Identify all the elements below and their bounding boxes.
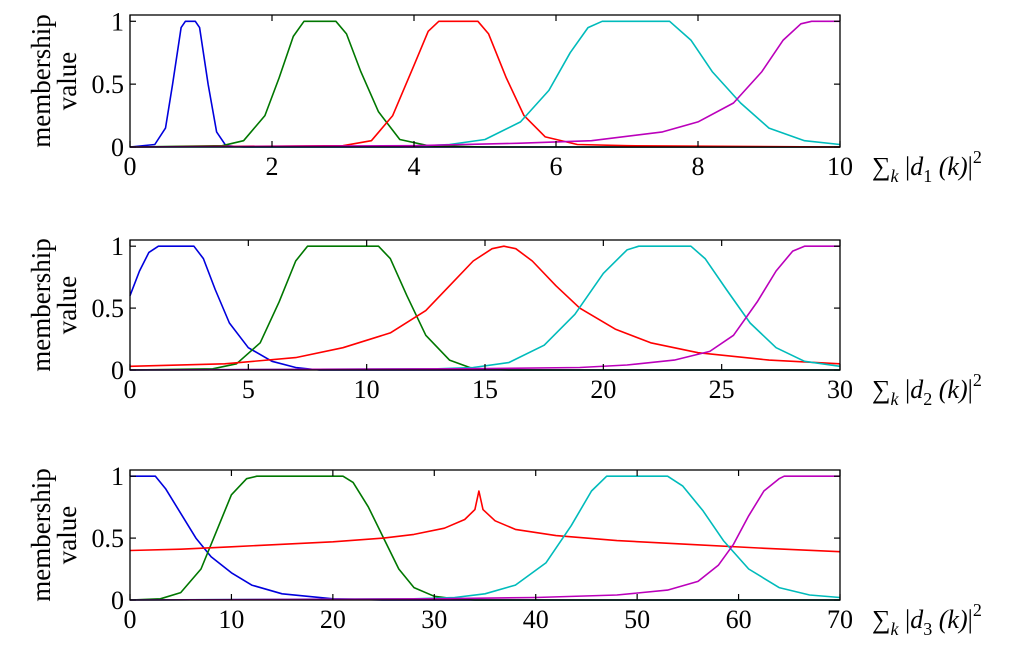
x-tick-label: 6 xyxy=(550,152,563,181)
series-line-5 xyxy=(129,245,840,371)
x-tick-label: 30 xyxy=(421,605,447,634)
x-axis-label-d: d xyxy=(910,605,924,634)
series-line-4 xyxy=(129,245,841,371)
x-tick-label: 25 xyxy=(709,375,735,404)
y-tick-label: 0.5 xyxy=(92,524,125,553)
x-axis-label-d: d xyxy=(910,152,924,181)
x-axis-label-d-sub: 1 xyxy=(923,166,932,186)
y-tick-label: 1 xyxy=(111,462,124,491)
series-line-2 xyxy=(129,245,840,371)
y-tick-label: 0.5 xyxy=(92,70,125,99)
y-axis-label-line-2: value xyxy=(52,506,82,564)
series-line-1 xyxy=(129,20,840,148)
x-axis-label-d-sub: 2 xyxy=(923,389,932,409)
x-tick-label: 20 xyxy=(320,605,346,634)
y-axis-label-line-1: membership xyxy=(26,468,56,601)
x-tick-label: 50 xyxy=(624,605,650,634)
series-line-3 xyxy=(129,245,841,368)
x-tick-label: 20 xyxy=(590,375,616,404)
x-tick-label: 0 xyxy=(124,152,137,181)
y-tick-label: 1 xyxy=(111,7,124,36)
x-axis-label: ∑k |d1 (k)|2 xyxy=(872,147,982,186)
series-line-1 xyxy=(130,475,840,601)
x-axis-label-d-sub: 3 xyxy=(923,619,932,639)
x-axis-label-bar-close: | xyxy=(968,375,973,404)
y-tick-label: 0 xyxy=(111,586,124,615)
series-line-4 xyxy=(130,20,841,148)
x-tick-label: 10 xyxy=(827,152,853,181)
x-axis-label-bar-open: | xyxy=(899,375,911,404)
x-tick-label: 60 xyxy=(726,605,752,634)
x-axis-label-paren: (k) xyxy=(932,605,967,634)
x-tick-label: 15 xyxy=(472,375,498,404)
x-tick-label: 0 xyxy=(124,375,137,404)
x-axis-label: ∑k |d2 (k)|2 xyxy=(872,370,982,409)
x-axis-label-power: 2 xyxy=(973,370,982,390)
x-tick-label: 4 xyxy=(408,152,421,181)
y-tick-label: 0 xyxy=(111,133,124,162)
series-line-3 xyxy=(129,490,841,553)
x-axis-label-bar-close: | xyxy=(968,152,973,181)
x-axis-label-bar-open: | xyxy=(899,152,911,181)
x-axis-label-sum-sub: k xyxy=(891,619,900,639)
x-axis-label-sum: ∑ xyxy=(872,605,891,634)
x-axis-label-paren: (k) xyxy=(932,375,967,404)
x-axis-label-power: 2 xyxy=(973,147,982,167)
x-axis-label-paren: (k) xyxy=(932,152,967,181)
x-axis-label-sum-sub: k xyxy=(891,389,900,409)
x-tick-label: 70 xyxy=(827,605,853,634)
plot-frame xyxy=(129,469,841,601)
y-tick-label: 0 xyxy=(111,356,124,385)
x-tick-label: 8 xyxy=(692,152,705,181)
x-axis-label-sum-sub: k xyxy=(891,166,900,186)
x-axis-label-d: d xyxy=(910,375,924,404)
x-axis-label: ∑k |d3 (k)|2 xyxy=(872,600,982,639)
y-tick-label: 0.5 xyxy=(92,294,125,323)
series-line-5 xyxy=(129,475,840,601)
x-tick-label: 2 xyxy=(266,152,279,181)
x-tick-label: 10 xyxy=(354,375,380,404)
x-axis-label-bar-open: | xyxy=(899,605,911,634)
series-line-1 xyxy=(129,245,840,371)
series-line-3 xyxy=(129,20,841,148)
plot-frame xyxy=(129,14,841,148)
series-line-5 xyxy=(129,20,840,148)
y-axis-label-line-2: value xyxy=(52,276,82,334)
plot-frame xyxy=(129,239,841,371)
x-tick-label: 0 xyxy=(124,605,137,634)
y-axis-label-line-1: membership xyxy=(26,14,56,147)
x-tick-label: 10 xyxy=(218,605,244,634)
series-line-2 xyxy=(129,475,840,601)
x-tick-label: 30 xyxy=(827,375,853,404)
x-axis-label-sum: ∑ xyxy=(872,375,891,404)
series-line-4 xyxy=(129,475,841,601)
series-line-2 xyxy=(129,20,840,148)
x-tick-label: 40 xyxy=(523,605,549,634)
y-tick-label: 1 xyxy=(111,232,124,261)
x-axis-label-power: 2 xyxy=(973,600,982,620)
x-axis-label-sum: ∑ xyxy=(872,152,891,181)
y-axis-label-line-2: value xyxy=(52,52,82,110)
x-tick-label: 5 xyxy=(242,375,255,404)
y-axis-label-line-1: membership xyxy=(26,238,56,371)
x-axis-label-bar-close: | xyxy=(968,605,973,634)
